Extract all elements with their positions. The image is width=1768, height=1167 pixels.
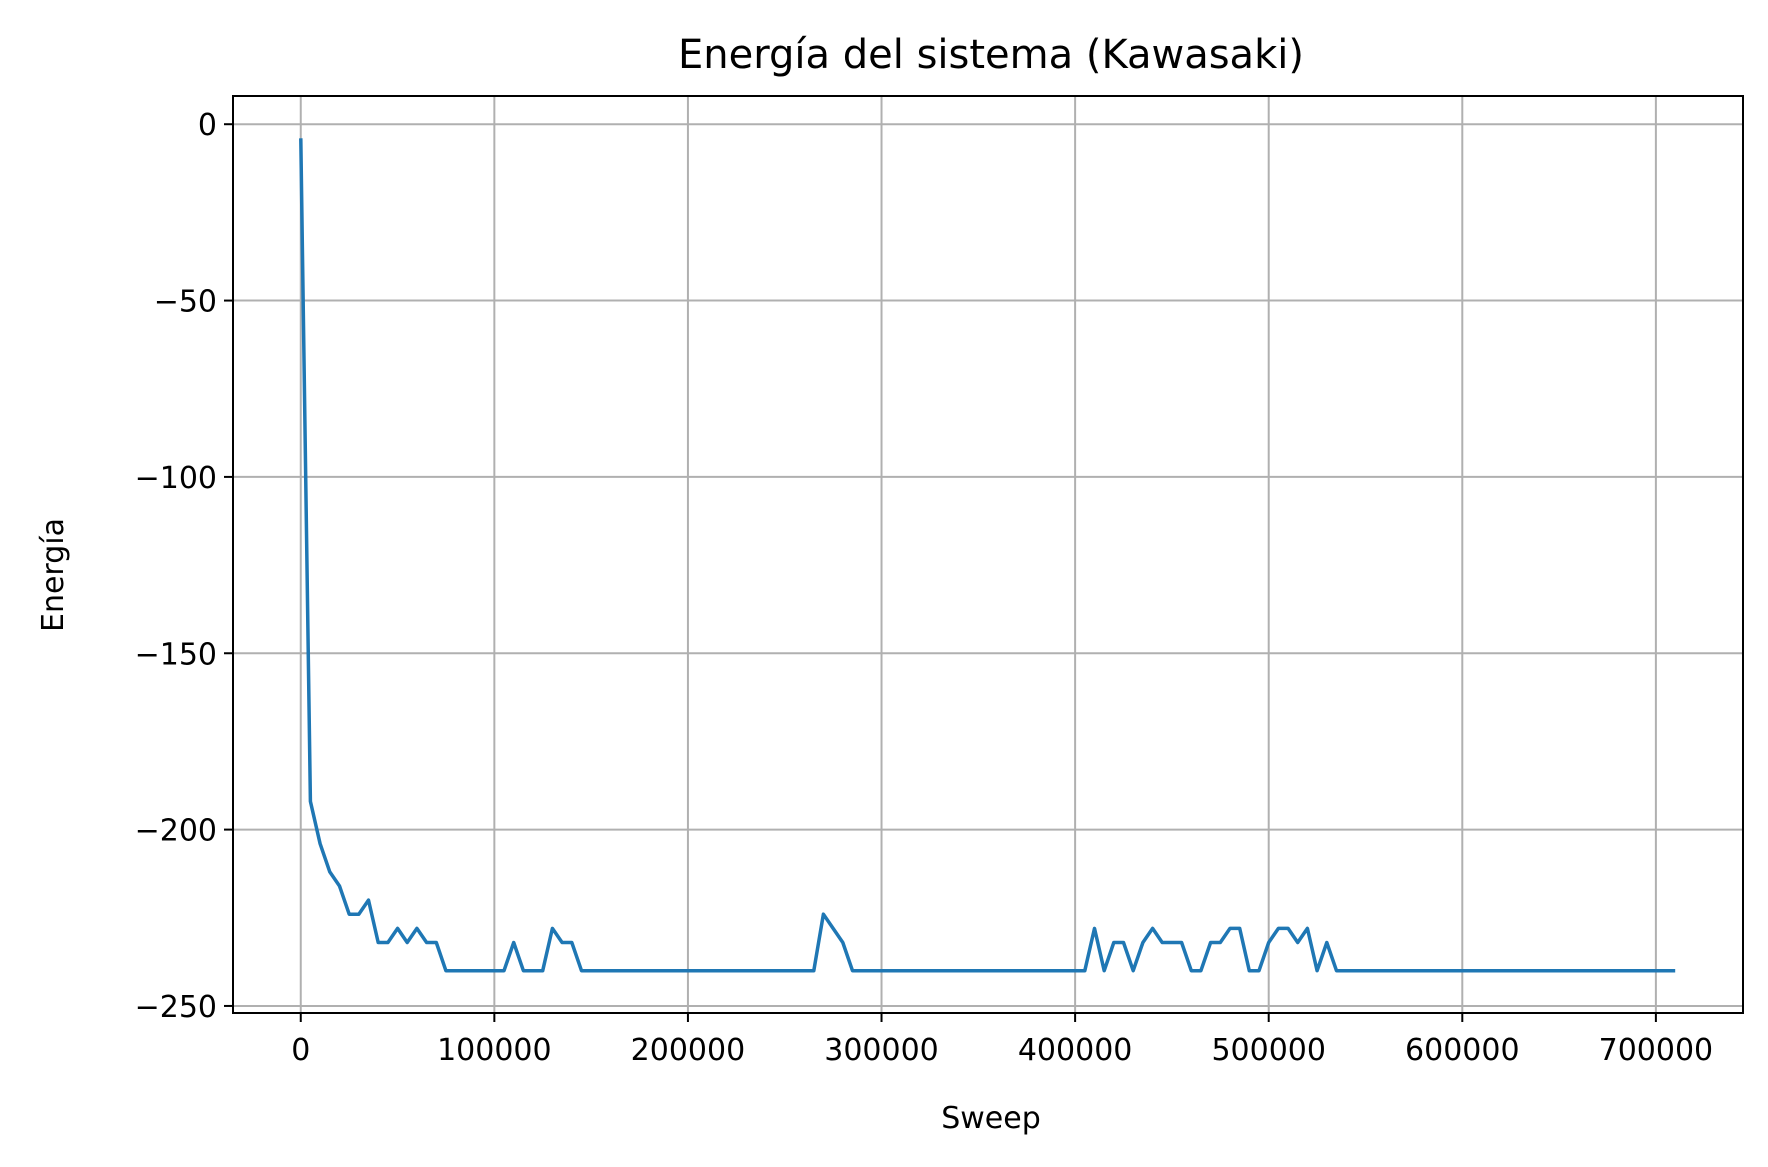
x-tick-label: 0 bbox=[291, 1033, 310, 1068]
y-tick-label: 0 bbox=[198, 108, 217, 143]
x-axis-ticks: 0 100000 200000 300000 400000 500000 600000 700… bbox=[291, 1013, 1713, 1068]
x-tick-label: 700000 bbox=[1599, 1033, 1714, 1068]
x-tick-label: 400000 bbox=[1018, 1033, 1133, 1068]
x-tick-label: 100000 bbox=[437, 1033, 552, 1068]
chart-title: Energía del sistema (Kawasaki) bbox=[678, 32, 1304, 78]
x-tick-label: 600000 bbox=[1405, 1033, 1520, 1068]
y-axis-ticks: 0 −50 −100 −150 −200 −250 bbox=[135, 108, 233, 1025]
y-axis-label: Energía bbox=[36, 518, 71, 632]
x-tick-label: 200000 bbox=[631, 1033, 746, 1068]
x-tick-label: 500000 bbox=[1211, 1033, 1326, 1068]
y-tick-label: −200 bbox=[135, 814, 217, 849]
y-tick-label: −100 bbox=[135, 461, 217, 496]
x-axis-label: Sweep bbox=[941, 1101, 1041, 1136]
y-tick-label: −150 bbox=[135, 637, 217, 672]
energy-series-line bbox=[299, 138, 1676, 973]
y-tick-label: −250 bbox=[135, 990, 217, 1025]
grid-lines bbox=[233, 96, 1743, 1013]
y-tick-label: −50 bbox=[154, 285, 217, 320]
plot-frame bbox=[232, 95, 1744, 1014]
x-tick-label: 300000 bbox=[824, 1033, 939, 1068]
